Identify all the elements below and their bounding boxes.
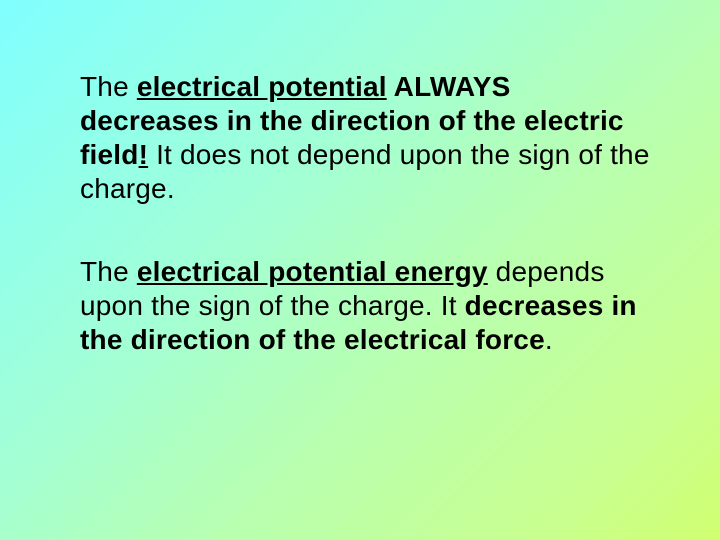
text-run: ! xyxy=(139,139,149,170)
text-run: . xyxy=(545,324,553,355)
text-run: The xyxy=(80,71,137,102)
paragraph-1: The electrical potential ALWAYS decrease… xyxy=(80,70,650,207)
text-run: The xyxy=(80,256,137,287)
paragraph-2: The electrical potential energy depends … xyxy=(80,255,650,357)
text-run: It does not depend upon the sign of the … xyxy=(80,139,650,204)
text-run: electrical potential xyxy=(137,71,387,102)
slide-body: The electrical potential ALWAYS decrease… xyxy=(0,0,720,357)
text-run: electrical potential energy xyxy=(137,256,488,287)
